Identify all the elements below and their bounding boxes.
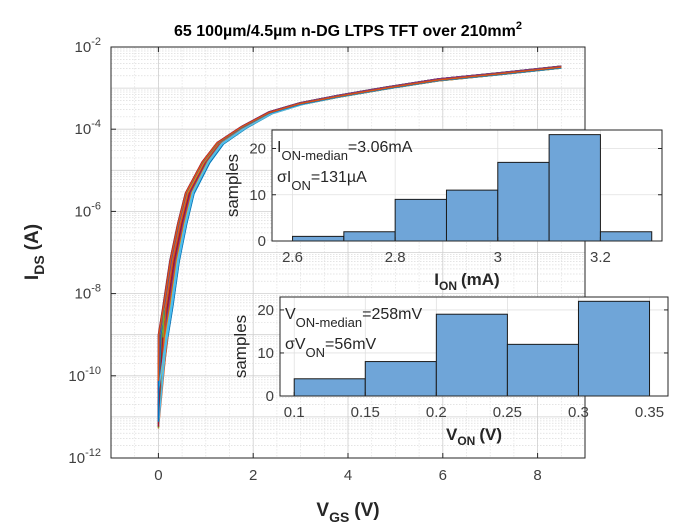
y-tick-base: 10 — [75, 203, 92, 220]
histogram-bar — [343, 231, 396, 242]
inset-annotation: σION=131µA — [277, 169, 367, 193]
inset-y-axis-label: samples — [223, 154, 242, 217]
inset-x-tick-label: 0.35 — [635, 404, 664, 421]
inset-annotation: VON-median=258mV — [285, 306, 423, 330]
y-axis-label-sub: DS — [31, 255, 47, 274]
x-axis-label-sub: GS — [329, 509, 349, 525]
y-tick-base: 10 — [75, 286, 92, 303]
inset-x-tick-label: 2.6 — [282, 249, 303, 266]
inset-axes-frame — [279, 296, 669, 397]
x-tick-label: 0 — [154, 467, 162, 484]
annotation-main: I — [277, 139, 281, 156]
inset-x-tick-label: 2.8 — [385, 249, 406, 266]
annotation-value: =131µA — [311, 169, 367, 186]
inset-x-tick-label: 0.3 — [568, 404, 589, 421]
inset-y-tick-label: 10 — [257, 345, 274, 362]
inset-x-tick-label: 0.2 — [426, 404, 447, 421]
y-tick-exponent: -8 — [91, 283, 101, 295]
histogram-bar — [292, 235, 345, 242]
inset-x-label-main: I — [434, 270, 439, 289]
chart-title-superscript: 2 — [516, 20, 522, 32]
y-tick-exponent: -2 — [91, 36, 101, 48]
annotation-sub: ON — [291, 178, 311, 193]
histogram-bar — [293, 378, 366, 397]
annotation-value: =56mV — [325, 336, 376, 353]
y-tick-base: 10 — [75, 39, 92, 56]
y-tick-label: 10-4 — [75, 118, 101, 138]
histogram-bar — [394, 198, 447, 242]
annotation-sub: ON-median — [281, 148, 347, 163]
annotation-main: V — [285, 306, 296, 323]
inset-y-axis-label: samples — [231, 315, 250, 378]
inset-x-label-unit: (V) — [479, 425, 502, 444]
chart-title: 65 100µm/4.5µm n-DG LTPS TFT over 210mm2 — [174, 20, 522, 40]
histogram-bar — [577, 300, 651, 397]
inset-axes-frame — [271, 129, 663, 242]
histogram-bar — [445, 189, 499, 242]
y-axis-label-main: I — [22, 275, 43, 280]
inset-y-tick-label: 0 — [258, 233, 266, 250]
y-tick-label: 10-12 — [68, 447, 101, 467]
main-curves — [157, 65, 562, 429]
inset-y-tick-label: 0 — [266, 388, 274, 405]
inset-x-tick-label: 3 — [494, 249, 502, 266]
inset-x-label-main: V — [446, 425, 458, 444]
inset-x-tick-label: 3.2 — [590, 249, 611, 266]
y-tick-base: 10 — [68, 450, 85, 467]
histogram-bar — [548, 134, 601, 242]
y-tick-exponent: -6 — [91, 200, 101, 212]
y-tick-exponent: -10 — [85, 365, 101, 377]
y-tick-label: 10-2 — [75, 36, 101, 56]
annotation-main: σV — [285, 336, 306, 353]
inset-x-axis-label: VON (V) — [446, 425, 502, 448]
x-tick-label: 8 — [533, 467, 541, 484]
y-axis-label-unit: (A) — [22, 224, 43, 250]
y-tick-label: 10-6 — [75, 200, 101, 220]
annotation-sub: ON-median — [296, 315, 362, 330]
chart-title-text: 65 100µm/4.5µm n-DG LTPS TFT over 210mm — [174, 23, 516, 40]
x-tick-label: 4 — [344, 467, 352, 484]
inset-y-tick-label: 20 — [249, 141, 266, 158]
histogram-bar — [506, 343, 579, 397]
inset-annotation: ION-median=3.06mA — [277, 139, 413, 163]
histogram-bar — [364, 361, 437, 397]
y-tick-exponent: -12 — [85, 447, 101, 459]
y-tick-exponent: -4 — [91, 118, 101, 130]
histogram-bar — [599, 231, 653, 242]
inset-x-axis-label: ION (mA) — [434, 270, 499, 293]
x-tick-label: 6 — [439, 467, 447, 484]
transfer-curve — [157, 66, 562, 381]
y-axis-label: IDS (A) — [22, 224, 47, 280]
annotation-value: =258mV — [362, 306, 422, 323]
annotation-value: =3.06mA — [348, 139, 413, 156]
inset-x-tick-label: 0.1 — [284, 404, 305, 421]
x-tick-label: 2 — [249, 467, 257, 484]
inset-y-tick-label: 10 — [249, 187, 266, 204]
inset-x-label-sub: ON — [439, 279, 457, 293]
x-axis-label: VGS (V) — [316, 500, 379, 525]
y-tick-base: 10 — [75, 121, 92, 138]
inset-x-tick-label: 0.15 — [351, 404, 380, 421]
y-tick-base: 10 — [68, 368, 85, 385]
annotation-sub: ON — [306, 345, 326, 360]
histogram-bar — [435, 313, 508, 397]
histogram-bar — [497, 161, 550, 242]
inset-y-tick-label: 20 — [257, 302, 274, 319]
annotation-main: σI — [277, 169, 291, 186]
x-axis-label-main: V — [316, 500, 329, 521]
y-tick-label: 10-10 — [68, 365, 101, 385]
inset-x-label-unit: (mA) — [461, 270, 500, 289]
inset-x-tick-label: 0.25 — [493, 404, 522, 421]
y-tick-label: 10-8 — [75, 283, 101, 303]
inset-annotation: σVON=56mV — [285, 336, 377, 360]
inset-x-label-sub: ON — [457, 434, 475, 448]
x-axis-label-unit: (V) — [354, 500, 379, 521]
